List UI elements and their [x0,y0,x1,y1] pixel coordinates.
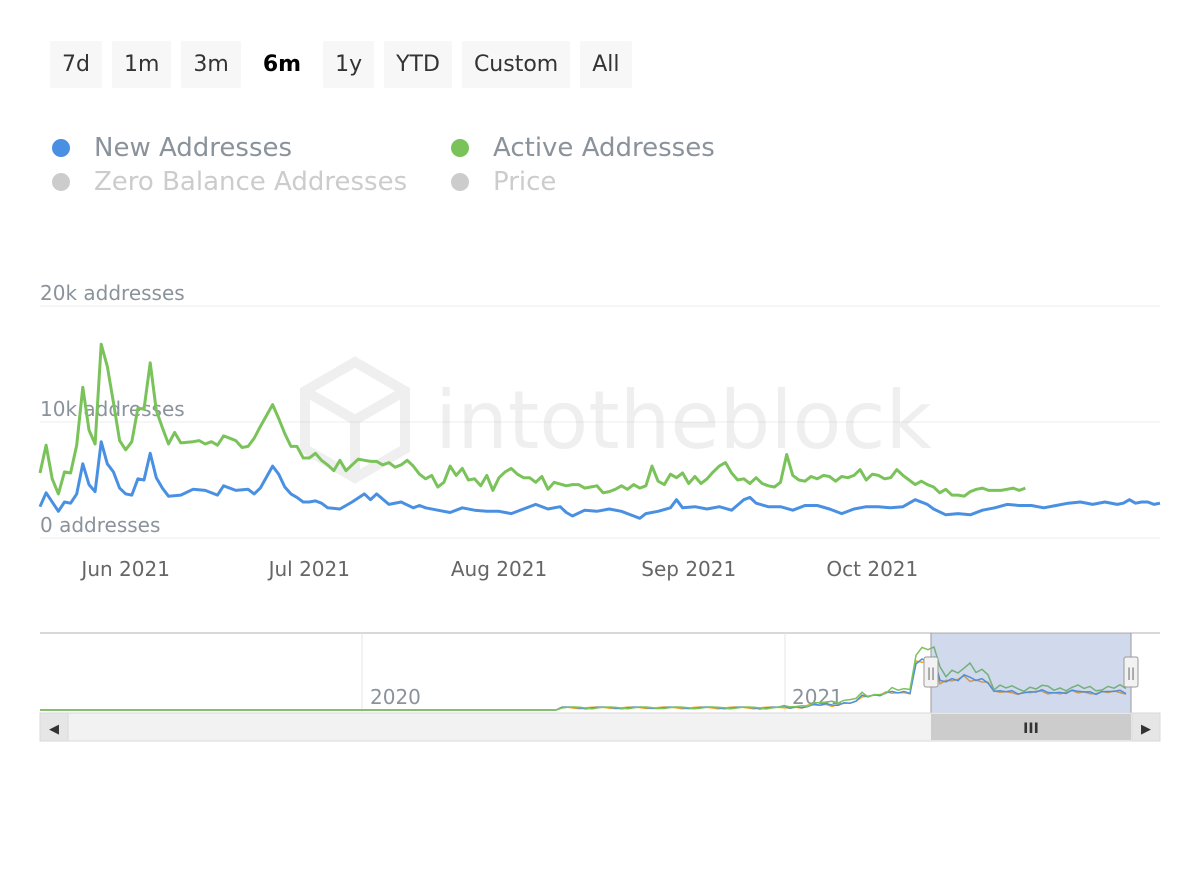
series-line-new-addresses [38,440,1161,520]
x-tick-label: Aug 2021 [451,557,547,581]
navigator-scrollbar[interactable]: ◀ III ▶ [39,712,1161,742]
legend-label: Price [493,167,557,197]
y-tick-label: 20k addresses [40,281,185,305]
y-tick-label: 0 addresses [40,513,160,537]
legend-label: Active Addresses [493,133,715,163]
range-button-7d[interactable]: 7d [50,41,102,88]
scroll-left-arrow-icon: ◀ [49,722,59,737]
navigator[interactable]: 2020 2021|| ||◀ III ▶ [0,630,1200,750]
navigator-series-line [40,645,1127,711]
series-lines [38,342,1161,520]
legend-label: Zero Balance Addresses [94,167,408,197]
x-axis-labels: Jun 2021 Jul 2021 Aug 2021 Sep 2021 Oct 2021 [79,557,918,581]
x-tick-label: Oct 2021 [826,557,918,581]
grid-lines [40,305,1160,539]
range-button-1m[interactable]: 1m [111,41,172,88]
x-tick-label: Jul 2021 [267,557,350,581]
x-tick-label: Jun 2021 [79,557,170,581]
watermark-logo-icon [300,356,410,484]
handle-grip-icon: || [1127,666,1135,680]
range-button-3m[interactable]: 3m [181,41,241,88]
x-tick-label: Sep 2021 [641,557,736,581]
range-button-6m[interactable]: 6m [250,41,314,88]
legend-marker-icon [52,173,70,191]
range-button-custom[interactable]: Custom [461,41,571,88]
legend-marker-icon [52,139,70,157]
watermark-text: intotheblock [435,374,932,467]
scroll-right-button[interactable] [1131,712,1161,742]
legend-item-zero-balance-addresses[interactable]: Zero Balance Addresses [52,167,407,197]
navigator-right-handle[interactable]: || [1123,656,1139,688]
legend-item-price[interactable]: Price [451,167,556,197]
legend-item-new-addresses[interactable]: New Addresses [52,133,292,163]
range-button-1y[interactable]: 1y [323,41,375,88]
legend-marker-icon [451,139,469,157]
navigator-year-label: 2020 [370,685,421,709]
legend-item-active-addresses[interactable]: Active Addresses [451,133,715,163]
scrollbar-thumb[interactable] [931,714,1131,740]
scrollbar-grip-icon: III [1023,721,1039,737]
legend-marker-icon [451,173,469,191]
legend-label: New Addresses [94,133,293,163]
navigator-left-handle[interactable]: || [923,656,939,688]
watermark: intotheblock [300,356,932,484]
range-selector: 7d 1m 3m 6m 1y YTD Custom All [50,41,632,88]
handle-grip-icon: || [927,666,935,680]
scroll-left-button[interactable] [39,712,69,742]
range-button-ytd[interactable]: YTD [384,41,452,88]
range-button-all[interactable]: All [580,41,632,88]
series-line-active-addresses [38,342,1026,498]
navigator-selection[interactable] [931,633,1131,713]
scroll-right-arrow-icon: ▶ [1141,722,1151,737]
